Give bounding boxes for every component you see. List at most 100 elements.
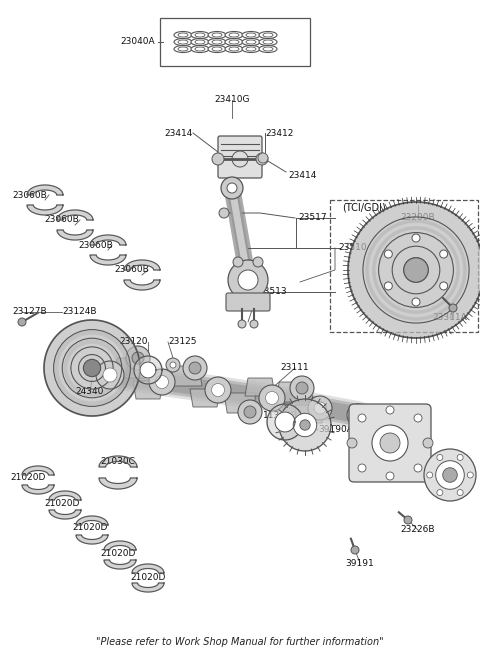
Circle shape [170,362,176,368]
Circle shape [227,183,237,193]
Polygon shape [245,378,275,396]
Polygon shape [132,583,164,592]
Polygon shape [49,510,81,519]
Circle shape [156,376,168,388]
Text: 23410G: 23410G [214,95,250,104]
Circle shape [238,270,258,290]
Circle shape [219,208,229,218]
Circle shape [386,472,394,480]
Circle shape [189,362,201,374]
FancyBboxPatch shape [226,293,270,311]
Circle shape [440,250,448,258]
Text: 21020D: 21020D [100,549,136,558]
Circle shape [18,318,26,326]
Ellipse shape [242,45,260,53]
Ellipse shape [225,45,243,53]
Circle shape [126,346,150,370]
Polygon shape [140,362,156,378]
Circle shape [212,384,225,397]
Circle shape [253,257,263,267]
Circle shape [436,461,464,489]
Polygon shape [104,560,136,569]
Polygon shape [49,491,81,500]
Circle shape [424,449,476,501]
Circle shape [314,402,326,414]
Circle shape [244,406,256,418]
Circle shape [259,385,285,411]
Ellipse shape [259,45,277,53]
Circle shape [412,234,420,242]
Circle shape [96,361,124,389]
Ellipse shape [178,47,188,51]
Ellipse shape [229,40,239,44]
Ellipse shape [212,47,222,51]
Ellipse shape [229,33,239,37]
Ellipse shape [208,45,226,53]
Circle shape [352,409,363,420]
Ellipse shape [263,47,273,51]
Circle shape [440,282,448,290]
Text: 23127B: 23127B [12,307,47,317]
Polygon shape [90,235,126,245]
FancyBboxPatch shape [160,18,310,66]
Ellipse shape [195,40,205,44]
Text: 23311B: 23311B [434,484,469,493]
Ellipse shape [229,47,239,51]
Circle shape [183,356,207,380]
Text: "Please refer to Work Shop Manual for further information": "Please refer to Work Shop Manual for fu… [96,637,384,647]
Circle shape [212,153,224,165]
Circle shape [347,438,357,448]
Polygon shape [22,485,54,494]
Ellipse shape [225,32,243,39]
Text: 23060B: 23060B [115,265,149,275]
Circle shape [232,151,248,167]
Polygon shape [133,381,163,399]
Circle shape [265,392,278,405]
FancyBboxPatch shape [218,136,262,178]
Text: 21020D: 21020D [10,474,46,482]
Circle shape [84,359,101,376]
Text: 23060B: 23060B [12,191,48,200]
Polygon shape [44,320,140,416]
Circle shape [166,358,180,372]
Polygon shape [348,202,480,338]
Polygon shape [76,535,108,544]
Circle shape [384,250,392,258]
Text: 23060B: 23060B [79,240,113,250]
Text: 23120: 23120 [120,338,148,346]
Circle shape [103,368,117,382]
Circle shape [149,369,175,395]
Text: 23125: 23125 [168,338,196,346]
Circle shape [358,414,366,422]
Text: 23414: 23414 [165,129,193,137]
Circle shape [427,472,433,478]
Ellipse shape [174,45,192,53]
Circle shape [347,404,369,426]
Text: 21020D: 21020D [72,524,108,533]
Circle shape [457,455,463,461]
Ellipse shape [259,39,277,45]
Polygon shape [104,541,136,550]
Text: 21030C: 21030C [101,457,135,466]
Circle shape [372,425,408,461]
Ellipse shape [212,33,222,37]
Text: 23111: 23111 [281,363,309,373]
Text: 39191: 39191 [346,558,374,568]
Circle shape [437,455,443,461]
Text: 23226B: 23226B [401,526,435,535]
Ellipse shape [259,32,277,39]
Circle shape [386,406,394,414]
Circle shape [256,153,268,165]
Polygon shape [114,358,146,378]
Text: 24340: 24340 [76,388,104,397]
Circle shape [449,304,457,312]
Ellipse shape [246,47,256,51]
Polygon shape [90,255,126,265]
Ellipse shape [191,32,209,39]
Polygon shape [224,393,256,413]
Polygon shape [295,405,325,423]
Ellipse shape [191,39,209,45]
Circle shape [300,420,310,430]
Circle shape [423,438,433,448]
Circle shape [380,433,400,453]
